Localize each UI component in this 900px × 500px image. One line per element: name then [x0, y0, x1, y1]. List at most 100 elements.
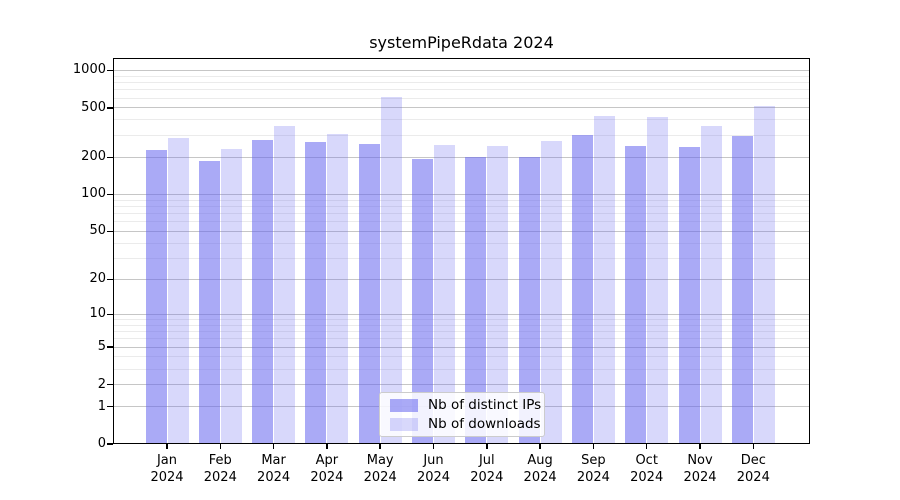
bar-distinct-ips	[198, 161, 220, 444]
bar-distinct-ips	[571, 135, 593, 444]
bar-downloads	[380, 96, 402, 444]
x-tick-label: Jun 2024	[416, 453, 451, 485]
gridline-major	[113, 346, 810, 348]
y-tick-label: 2	[97, 376, 106, 392]
y-tick-label: 10	[89, 306, 106, 322]
y-tick-label: 500	[81, 99, 106, 115]
bar-downloads	[274, 125, 296, 444]
y-tick-label: 200	[81, 149, 106, 165]
gridline-minor	[113, 81, 810, 83]
gridline-minor	[113, 331, 810, 333]
x-tick-mark	[166, 444, 168, 449]
bar-distinct-ips	[678, 146, 700, 444]
legend-swatch-distinct-ips	[390, 398, 418, 412]
gridline-minor	[113, 319, 810, 320]
plot-area: Nb of distinct IPs Nb of downloads	[113, 58, 810, 444]
y-tick-mark	[107, 405, 113, 408]
gridline-minor	[113, 205, 810, 207]
x-tick-mark	[592, 444, 595, 449]
gridline-minor	[113, 119, 810, 121]
bar-downloads	[220, 148, 242, 444]
y-tick-mark	[107, 278, 113, 281]
bar-downloads	[327, 134, 349, 444]
gridline-minor	[113, 338, 810, 340]
bar-distinct-ips	[412, 159, 433, 444]
gridline-major	[113, 156, 810, 158]
legend-swatch-downloads	[390, 417, 418, 431]
x-tick-label: Apr 2024	[310, 453, 344, 485]
gridline-minor	[113, 324, 810, 326]
bar-distinct-ips	[518, 157, 540, 444]
gridline-minor	[113, 368, 810, 370]
x-tick-label: Jan 2024	[150, 453, 184, 485]
gridline-major	[113, 230, 810, 232]
x-tick-mark	[326, 444, 328, 449]
gridline-major	[113, 313, 810, 315]
legend-row-downloads: Nb of downloads	[386, 416, 541, 432]
gridline-major	[113, 193, 810, 195]
bar-distinct-ips	[625, 146, 647, 444]
gridline-minor	[113, 199, 810, 201]
y-tick-mark	[107, 193, 113, 196]
bar-downloads	[593, 116, 615, 444]
y-tick-label: 100	[81, 186, 106, 202]
bar-distinct-ips	[145, 150, 167, 444]
y-tick-mark	[107, 230, 113, 233]
x-tick-mark	[379, 444, 381, 449]
x-tick-mark	[486, 444, 488, 449]
bar-distinct-ips	[305, 142, 327, 444]
bar-distinct-ips	[731, 136, 753, 444]
gridline-minor	[113, 89, 810, 91]
y-tick-mark	[107, 443, 113, 445]
y-tick-mark	[107, 107, 113, 109]
y-tick-mark	[107, 313, 113, 316]
bar-downloads	[487, 145, 509, 444]
x-tick-mark	[699, 444, 701, 449]
y-tick-label: 50	[89, 223, 106, 239]
legend-row-distinct-ips: Nb of distinct IPs	[386, 397, 541, 413]
gridline-minor	[113, 221, 810, 223]
gridline-major	[113, 278, 810, 280]
bar-distinct-ips	[465, 157, 487, 444]
y-tick-label: 20	[89, 271, 106, 287]
y-tick-label: 1	[97, 398, 106, 414]
bar-downloads	[647, 116, 669, 444]
gridline-major	[113, 384, 810, 386]
x-tick-mark	[539, 444, 541, 449]
gridline-minor	[113, 242, 810, 244]
bar-distinct-ips	[252, 140, 274, 444]
gridline-minor	[113, 213, 810, 215]
x-tick-label: Sep 2024	[576, 453, 610, 485]
gridline-minor	[113, 356, 810, 358]
y-tick-mark	[107, 69, 113, 72]
x-tick-label: Feb 2024	[203, 453, 237, 485]
x-tick-mark	[645, 444, 648, 449]
bar-downloads	[434, 145, 455, 444]
y-tick-label: 5	[97, 339, 106, 355]
x-tick-label: Jul 2024	[470, 453, 504, 485]
x-tick-mark	[219, 444, 222, 449]
legend: Nb of distinct IPs Nb of downloads	[379, 392, 545, 437]
y-tick-mark	[107, 383, 113, 386]
legend-label-downloads: Nb of downloads	[428, 416, 541, 432]
x-tick-mark	[272, 444, 275, 449]
chart-title: systemPipeRdata 2024	[369, 33, 554, 52]
x-tick-label: Aug 2024	[523, 453, 557, 485]
y-tick-mark	[107, 156, 113, 158]
x-tick-mark	[432, 444, 435, 449]
bar-distinct-ips	[358, 143, 380, 444]
gridline-minor	[113, 257, 810, 259]
y-tick-label: 0	[97, 436, 106, 451]
x-tick-label: May 2024	[363, 453, 397, 485]
gridline-minor	[113, 75, 810, 77]
y-tick-label: 1000	[72, 62, 106, 78]
gridline-minor	[113, 97, 810, 99]
bar-downloads	[540, 141, 562, 444]
x-tick-label: Oct 2024	[630, 453, 664, 485]
bar-downloads	[753, 106, 775, 444]
gridline-minor	[113, 134, 810, 136]
gridline-major	[113, 107, 810, 109]
gridline-major	[113, 69, 810, 71]
x-tick-mark	[752, 444, 755, 449]
